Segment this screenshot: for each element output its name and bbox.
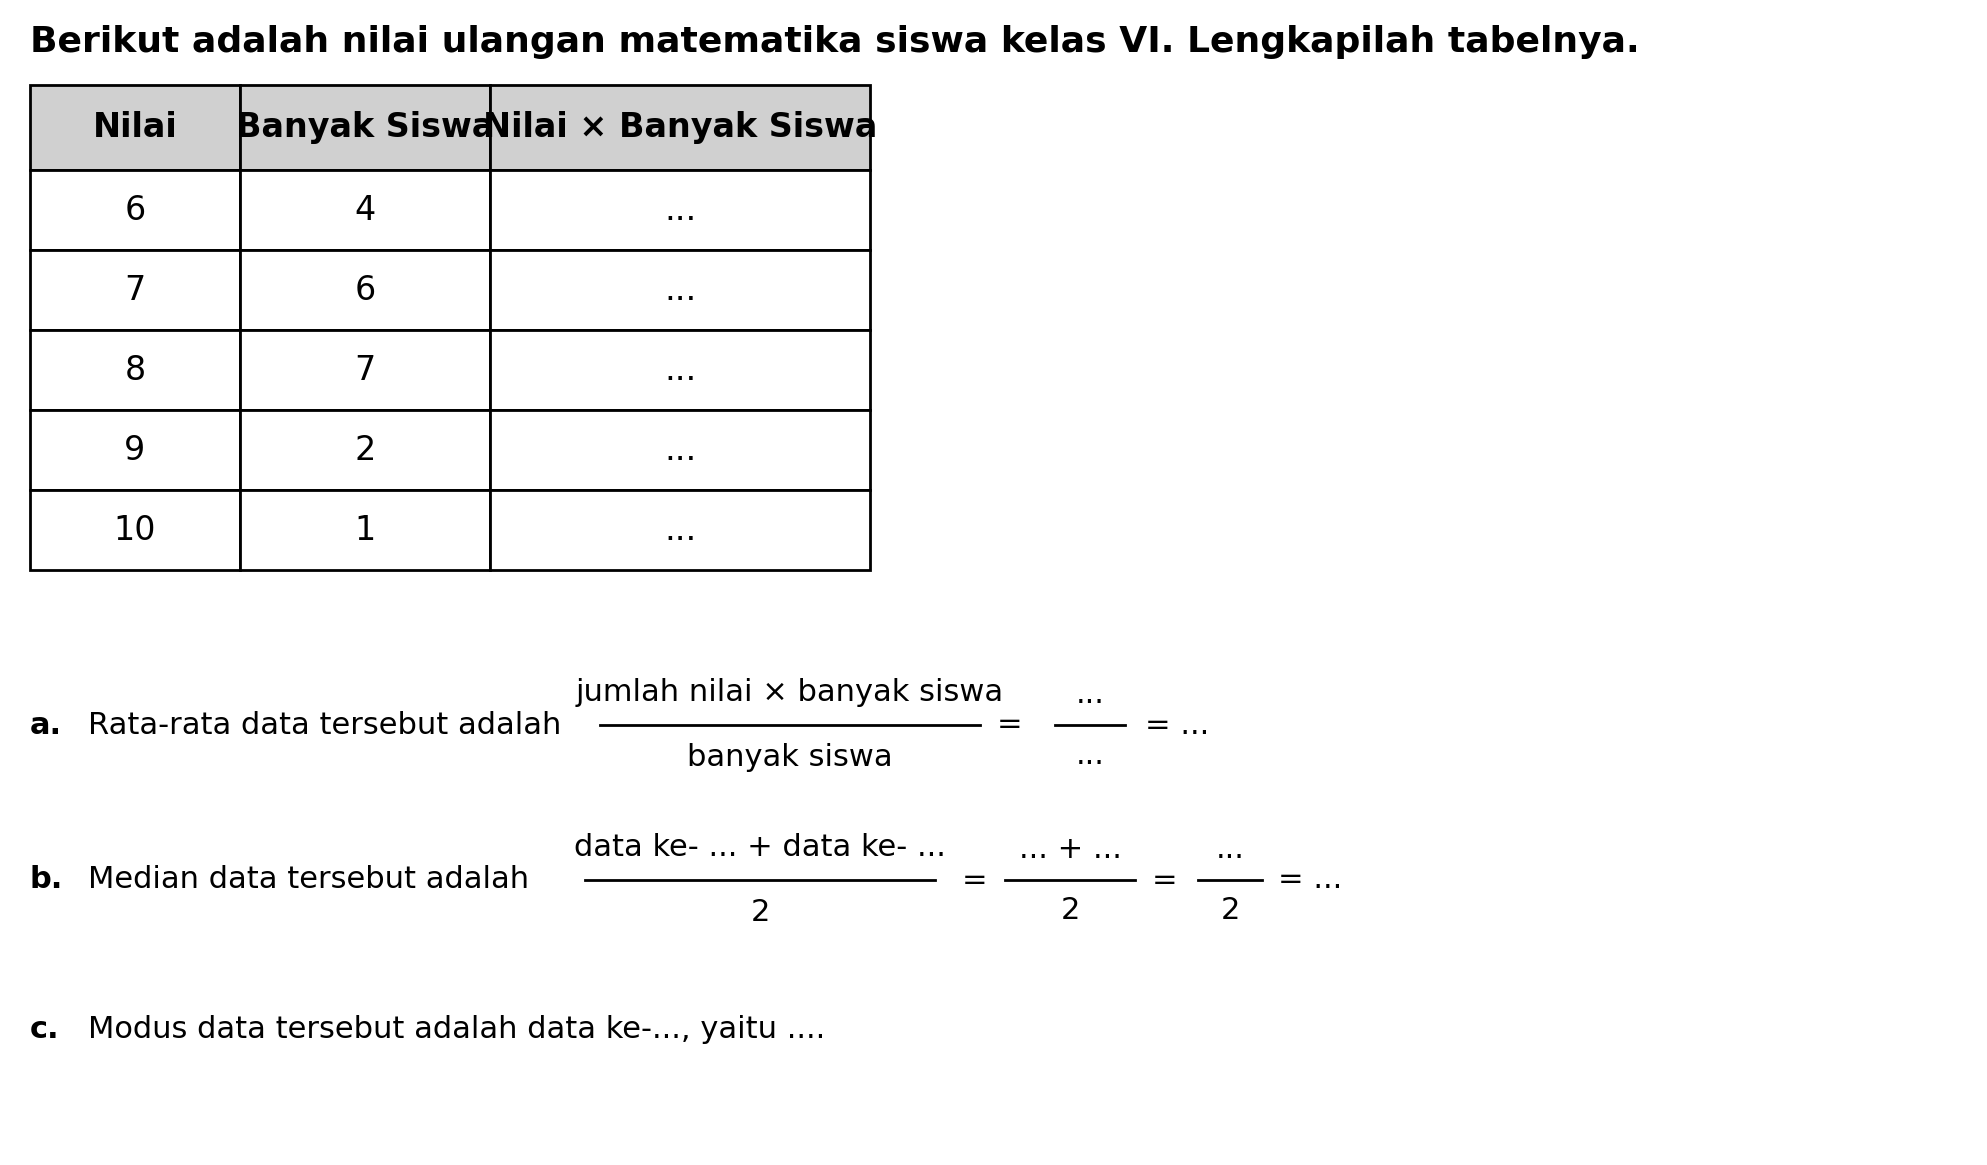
- Text: 2: 2: [1220, 896, 1240, 925]
- Bar: [491, 170, 870, 250]
- Bar: [491, 85, 870, 170]
- Text: = ...: = ...: [1145, 711, 1210, 740]
- Text: =: =: [1152, 866, 1178, 895]
- Text: jumlah nilai × banyak siswa: jumlah nilai × banyak siswa: [576, 678, 1003, 707]
- Text: Median data tersebut adalah: Median data tersebut adalah: [87, 866, 529, 895]
- Text: Banyak Siswa: Banyak Siswa: [236, 111, 495, 144]
- Bar: [240, 85, 491, 170]
- Text: 8: 8: [125, 353, 145, 387]
- Text: ...: ...: [664, 274, 695, 306]
- Text: ...: ...: [664, 433, 695, 466]
- Bar: [30, 490, 240, 570]
- Text: 9: 9: [125, 433, 145, 466]
- Text: ...: ...: [1216, 835, 1244, 864]
- Bar: [240, 410, 491, 490]
- Bar: [30, 85, 240, 170]
- Bar: [240, 250, 491, 330]
- Bar: [30, 410, 240, 490]
- Text: ...: ...: [1075, 741, 1105, 770]
- Text: 1: 1: [354, 514, 376, 546]
- Bar: [240, 490, 491, 570]
- Text: =: =: [962, 866, 988, 895]
- Text: Modus data tersebut adalah data ke-..., yaitu ....: Modus data tersebut adalah data ke-..., …: [87, 1016, 825, 1045]
- Text: = ...: = ...: [1278, 866, 1343, 895]
- Text: Nilai × Banyak Siswa: Nilai × Banyak Siswa: [483, 111, 876, 144]
- Text: b.: b.: [30, 866, 64, 895]
- Bar: [30, 250, 240, 330]
- Text: ...: ...: [664, 193, 695, 226]
- Text: ...: ...: [664, 353, 695, 387]
- Text: ...: ...: [1075, 680, 1105, 709]
- Text: 2: 2: [1061, 896, 1079, 925]
- Text: 7: 7: [354, 353, 376, 387]
- Text: 6: 6: [125, 193, 145, 226]
- Text: ...: ...: [664, 514, 695, 546]
- Text: 10: 10: [113, 514, 157, 546]
- Text: 7: 7: [125, 274, 145, 306]
- Text: banyak siswa: banyak siswa: [688, 743, 892, 772]
- Text: 2: 2: [751, 898, 769, 927]
- Bar: [491, 490, 870, 570]
- Text: data ke- ... + data ke- ...: data ke- ... + data ke- ...: [574, 833, 946, 862]
- Text: =: =: [997, 711, 1023, 740]
- Bar: [240, 330, 491, 410]
- Text: 4: 4: [354, 193, 376, 226]
- Bar: [491, 250, 870, 330]
- Text: ... + ...: ... + ...: [1019, 835, 1121, 864]
- Text: Rata-rata data tersebut adalah: Rata-rata data tersebut adalah: [87, 711, 562, 740]
- Text: c.: c.: [30, 1016, 60, 1045]
- Bar: [491, 330, 870, 410]
- Text: a.: a.: [30, 711, 62, 740]
- Text: Nilai: Nilai: [93, 111, 177, 144]
- Bar: [30, 170, 240, 250]
- Bar: [491, 410, 870, 490]
- Bar: [240, 170, 491, 250]
- Text: Berikut adalah nilai ulangan matematika siswa kelas VI. Lengkapilah tabelnya.: Berikut adalah nilai ulangan matematika …: [30, 24, 1639, 59]
- Text: 2: 2: [354, 433, 376, 466]
- Text: 6: 6: [354, 274, 376, 306]
- Bar: [30, 330, 240, 410]
